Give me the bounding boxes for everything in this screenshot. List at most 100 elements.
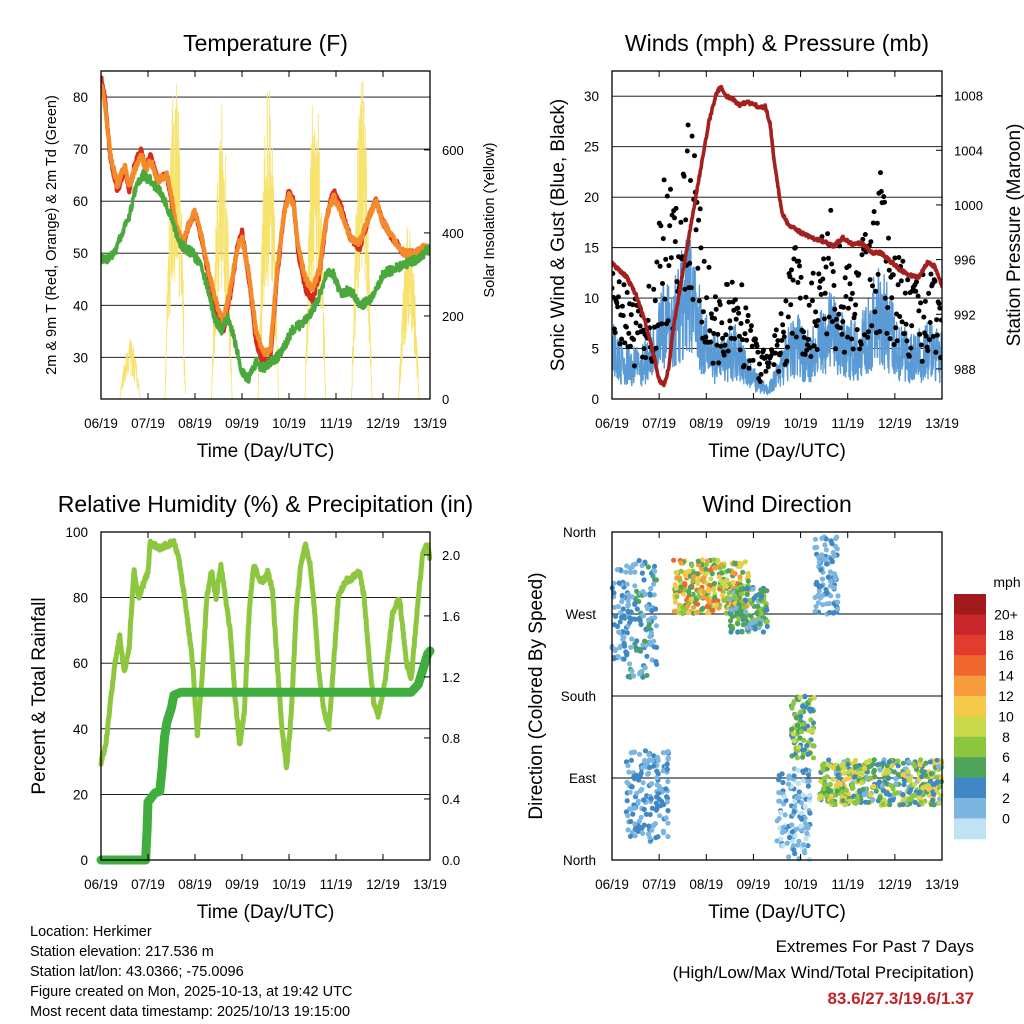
- legend-swatch: [954, 736, 986, 758]
- wind-direction-point: [638, 621, 644, 628]
- wind-direction-point: [820, 602, 826, 608]
- wind-direction-point: [879, 783, 885, 789]
- wind-direction-point: [664, 766, 671, 772]
- gust-point: [715, 331, 721, 337]
- gust-point: [668, 255, 674, 261]
- wind-direction-point: [641, 806, 647, 813]
- gust-point: [871, 209, 877, 215]
- wind-direction-point: [705, 610, 711, 616]
- gust-point: [825, 255, 831, 261]
- gust-point: [886, 235, 891, 241]
- gust-point: [874, 220, 880, 226]
- wind-direction-point: [918, 757, 924, 763]
- wind-direction-point: [900, 760, 907, 766]
- wind-direction-point: [851, 769, 857, 776]
- wind-direction-point: [627, 619, 633, 625]
- wind-direction-point: [922, 772, 929, 778]
- gust-point: [627, 343, 633, 349]
- wind-direction-point: [618, 610, 624, 616]
- gust-point: [726, 299, 732, 305]
- gust-point: [793, 245, 798, 251]
- wind-direction-point: [871, 783, 877, 790]
- wind-direction-point: [824, 561, 830, 567]
- wind-direction-point: [651, 563, 658, 569]
- wind-direction-point: [827, 600, 833, 607]
- y-axis-label-left: Percent & Total Rainfall: [29, 597, 50, 794]
- legend-label: 12: [998, 688, 1014, 704]
- wind-direction-point: [816, 554, 822, 560]
- wind-direction-point: [806, 778, 812, 784]
- gust-point: [825, 231, 831, 237]
- wind-direction-point: [864, 759, 870, 765]
- x-tick-label: 13/19: [925, 416, 959, 431]
- gust-point: [742, 331, 748, 337]
- wind-direction-point: [764, 623, 770, 630]
- legend-label: 14: [998, 668, 1014, 684]
- wind-direction-point: [718, 578, 725, 584]
- wind-direction-point: [634, 638, 640, 644]
- wind-direction-point: [891, 769, 898, 775]
- wind-direction-point: [805, 772, 812, 778]
- wind-direction-point: [634, 790, 640, 796]
- wind-direction-point: [726, 568, 732, 574]
- gust-point: [637, 323, 643, 329]
- gust-point: [918, 300, 924, 306]
- gust-point: [619, 303, 625, 309]
- gust-point: [936, 301, 942, 307]
- y-axis-label-right: Solar Insolation (Yellow): [482, 142, 498, 297]
- wind-direction-point: [834, 788, 840, 794]
- gust-point: [661, 177, 667, 183]
- wind-direction-point: [629, 594, 635, 600]
- wind-direction-point: [634, 606, 640, 612]
- wind-direction-point: [747, 597, 753, 604]
- wind-direction-point: [744, 625, 750, 631]
- gust-point: [789, 267, 794, 273]
- gust-point: [887, 336, 893, 342]
- wind-direction-point: [646, 617, 652, 623]
- wind-direction-point: [920, 785, 926, 791]
- gust-point: [665, 318, 671, 324]
- gust-point: [823, 264, 829, 270]
- wind-direction-point: [872, 774, 878, 780]
- gust-point: [624, 290, 630, 295]
- gust-point: [900, 258, 906, 264]
- wind-direction-point: [796, 838, 802, 844]
- wind-direction-point: [640, 780, 646, 786]
- gust-point: [919, 358, 925, 364]
- x-tick-label: 06/19: [84, 877, 118, 892]
- gust-point: [696, 298, 702, 304]
- gust-point: [819, 234, 825, 240]
- wind-direction-point: [743, 609, 749, 615]
- wind-direction-point: [791, 847, 797, 853]
- wind-direction-point: [671, 557, 677, 563]
- gust-point: [657, 263, 663, 269]
- gust-point: [914, 279, 919, 285]
- x-tick-label: 07/19: [131, 877, 165, 892]
- wind-direction-point: [912, 781, 918, 787]
- wind-direction-point: [809, 706, 815, 713]
- wind-direction-point: [880, 788, 887, 794]
- wind-direction-point: [774, 838, 780, 844]
- y-right-tick-label: 200: [442, 309, 464, 324]
- gust-point: [687, 260, 693, 266]
- gust-point: [797, 295, 803, 301]
- wind-direction-point: [828, 788, 834, 794]
- gust-point: [817, 285, 823, 291]
- gust-point: [771, 362, 777, 368]
- gust-point: [716, 360, 722, 366]
- x-axis-label: Time (Day/UTC): [708, 441, 846, 462]
- wind-direction-point: [648, 796, 654, 802]
- wind-direction-point: [636, 557, 642, 564]
- x-tick-label: 09/19: [737, 416, 771, 431]
- wind-direction-point: [786, 834, 793, 841]
- winds-plot-area: [612, 84, 942, 396]
- wind-direction-point: [735, 621, 741, 627]
- wind-direction-point: [657, 813, 663, 819]
- wind-direction-point: [665, 808, 671, 814]
- gust-point: [737, 347, 743, 353]
- legend-swatch: [954, 716, 986, 738]
- gust-point: [810, 270, 816, 276]
- wind-direction-point: [741, 604, 747, 610]
- wind-direction-point: [653, 835, 659, 841]
- legend-label: 20+: [994, 606, 1018, 622]
